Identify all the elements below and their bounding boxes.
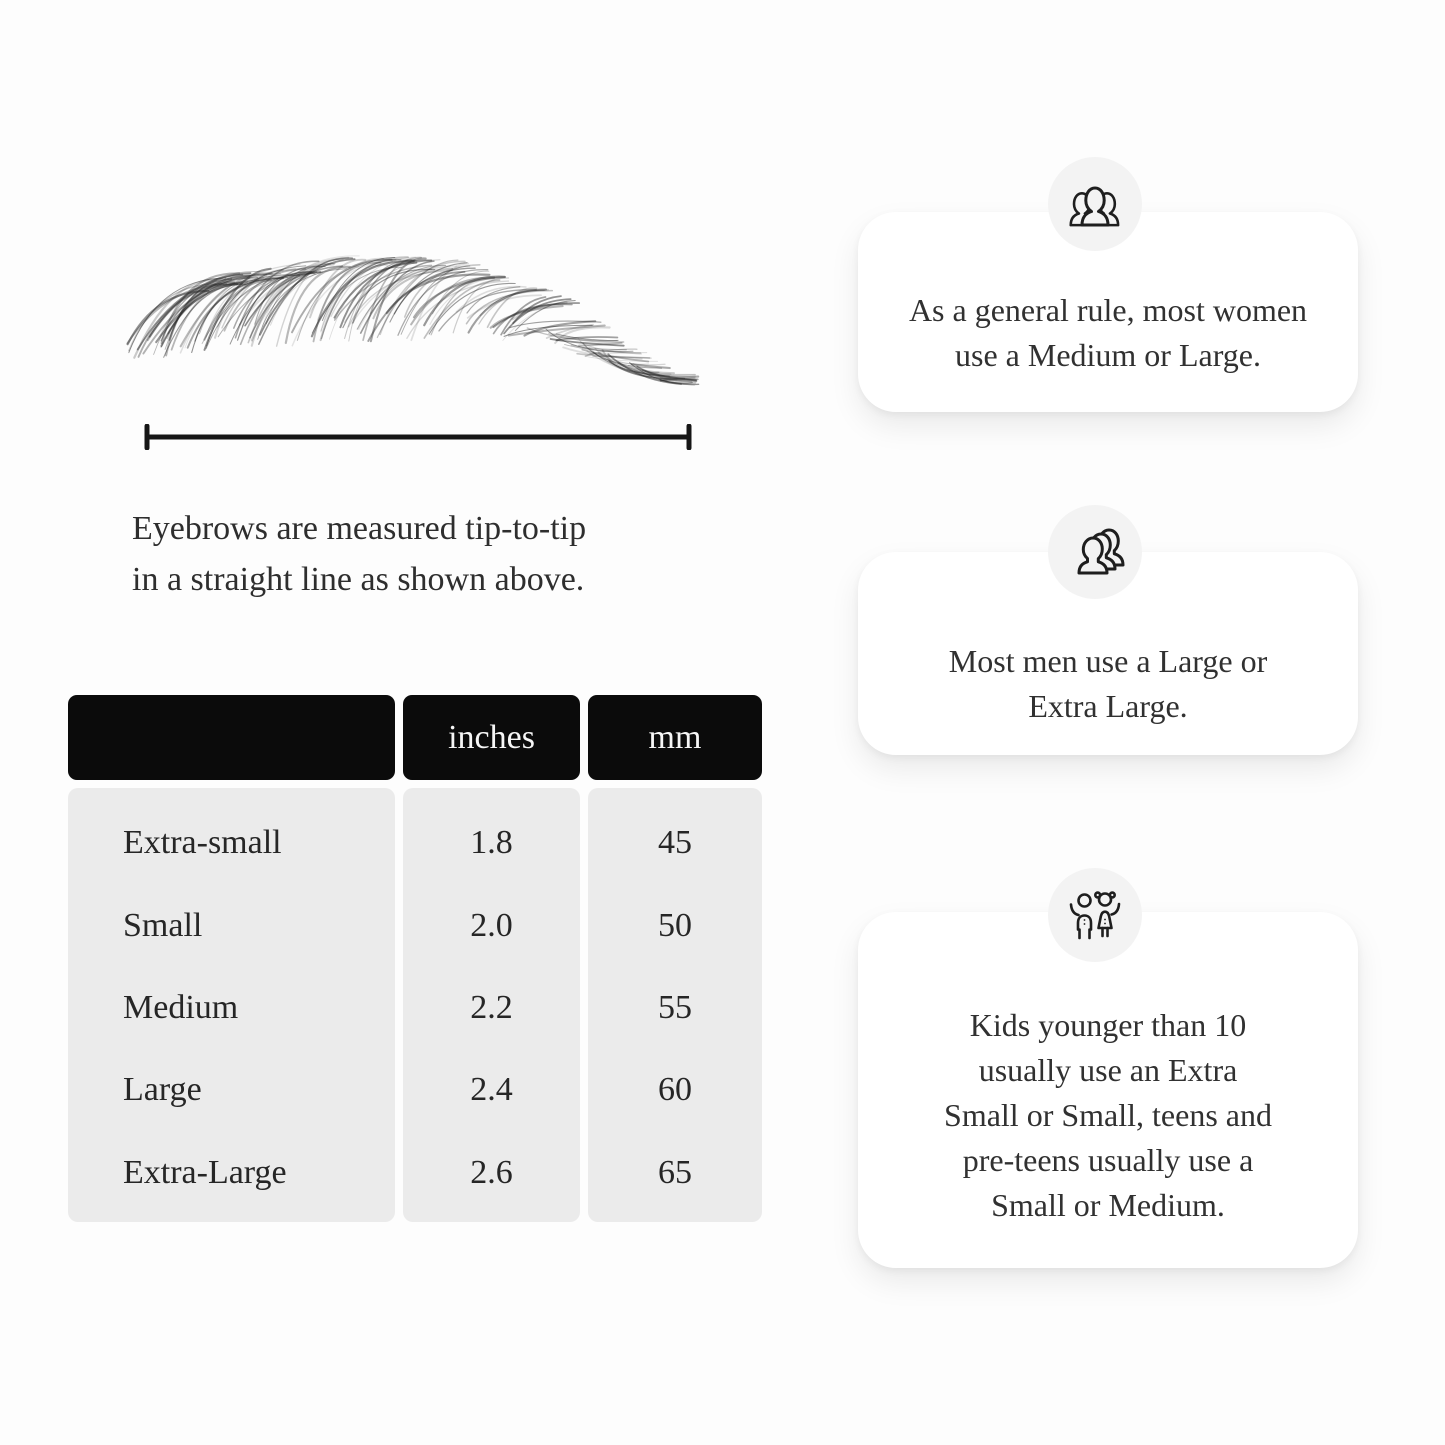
table-row: Large 2.4 60: [68, 1071, 762, 1109]
size-table-body: Extra-small 1.8 45 Small 2.0 50 Medium 2…: [68, 788, 762, 1222]
size-table-header: inches mm: [68, 695, 762, 780]
card-text-line: pre-teens usually use a: [962, 1142, 1254, 1178]
inches-cell: 2.0: [470, 906, 513, 944]
inches-cell: 2.4: [470, 1071, 513, 1109]
card-text-line: Extra Large.: [1028, 688, 1188, 724]
table-rows: Extra-small 1.8 45 Small 2.0 50 Medium 2…: [68, 788, 762, 1222]
size-cell: Extra-Large: [123, 1153, 287, 1191]
inches-cell: 1.8: [470, 824, 513, 862]
card-kids-sizing: Kids younger than 10 usually use an Extr…: [858, 912, 1358, 1268]
men-group-icon: [1048, 505, 1142, 599]
table-column-bg: [403, 788, 580, 1222]
caption-line: Eyebrows are measured tip-to-tip: [132, 510, 587, 547]
size-cell: Small: [123, 906, 203, 944]
card-text-line: As a general rule, most women: [908, 292, 1308, 328]
table-row: Medium 2.2 55: [68, 989, 762, 1027]
card-men-sizing: Most men use a Large or Extra Large.: [858, 552, 1358, 755]
table-row: Extra-Large 2.6 65: [68, 1154, 762, 1192]
size-cell: Large: [123, 1071, 202, 1109]
header-cell-inches: inches: [403, 695, 580, 780]
card-text-line: use a Medium or Large.: [955, 337, 1261, 373]
measurement-line: [144, 424, 692, 450]
header-cell-size: [68, 695, 395, 780]
card-text-line: Small or Medium.: [991, 1187, 1225, 1223]
card-text-line: usually use an Extra: [978, 1052, 1238, 1088]
card-text-line: Kids younger than 10: [969, 1007, 1247, 1043]
inches-cell: 2.2: [470, 988, 513, 1026]
mm-cell: 60: [658, 1071, 692, 1109]
women-group-icon: [1048, 157, 1142, 251]
caption-line: in a straight line as shown above.: [132, 561, 585, 598]
header-cell-mm: mm: [588, 695, 762, 780]
table-column-bg: [68, 788, 395, 1222]
table-column-bg: [588, 788, 762, 1222]
size-cell: Medium: [123, 988, 239, 1026]
table-row: Small 2.0 50: [68, 907, 762, 945]
mm-cell: 45: [658, 824, 692, 862]
mm-cell: 65: [658, 1153, 692, 1191]
table-row: Extra-small 1.8 45: [68, 824, 762, 862]
mm-cell: 55: [658, 988, 692, 1026]
kids-icon: [1048, 868, 1142, 962]
card-text-line: Small or Small, teens and: [944, 1097, 1272, 1133]
eyebrow-illustration: [126, 255, 700, 386]
size-cell: Extra-small: [123, 824, 282, 862]
card-text-line: Most men use a Large or: [948, 643, 1268, 679]
inches-cell: 2.6: [470, 1153, 513, 1191]
mm-cell: 50: [658, 906, 692, 944]
measurement-caption: Eyebrows are measured tip-to-tip in a st…: [132, 503, 772, 605]
